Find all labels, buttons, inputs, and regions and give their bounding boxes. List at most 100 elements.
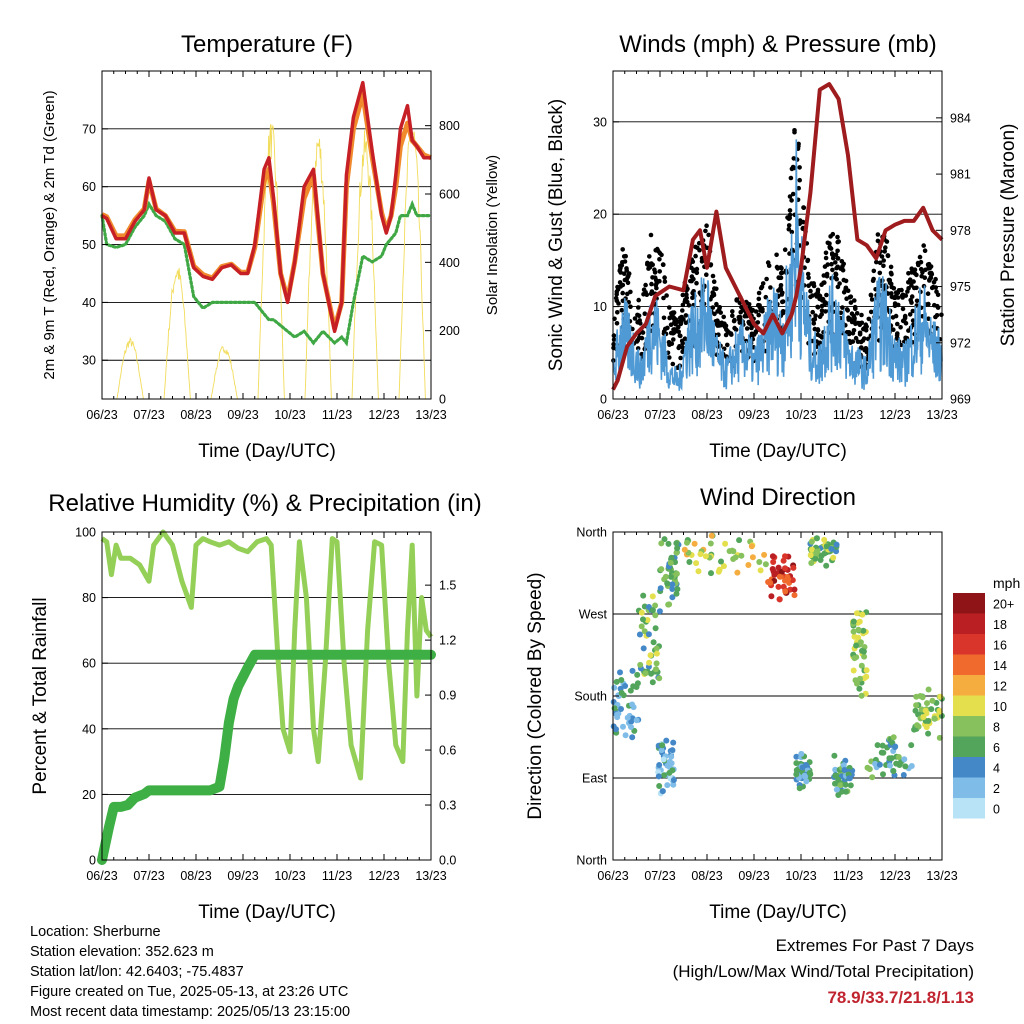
gust-point: [787, 251, 792, 256]
gust-point: [619, 307, 625, 313]
y2-tick-label: 0: [439, 393, 446, 407]
gust-point: [824, 292, 829, 298]
x-tick-label: 12/23: [368, 408, 399, 422]
precip-line: [97, 649, 436, 865]
direction-point: [925, 686, 932, 693]
gust-point: [846, 317, 851, 322]
direction-point: [841, 767, 848, 773]
direction-point: [636, 631, 643, 638]
gust-point: [895, 331, 900, 336]
gust-point: [838, 310, 844, 316]
direction-point: [893, 760, 900, 767]
direction-point: [652, 602, 659, 609]
gust-point: [636, 297, 641, 303]
gust-point: [628, 304, 633, 310]
gust-point: [914, 285, 919, 291]
wind-speed-line: [612, 139, 943, 391]
gust-point: [626, 273, 631, 279]
gust-point: [860, 338, 866, 343]
gust-point: [649, 289, 655, 294]
gust-point: [789, 198, 794, 203]
y2-tick-label: 969: [950, 393, 971, 407]
solar-ylabel: Solar Insolation (Yellow): [484, 155, 501, 315]
y-tick-label: 40: [82, 296, 96, 310]
direction-point: [669, 767, 676, 774]
gust-point: [811, 321, 817, 326]
gust-point: [837, 281, 842, 286]
gust-point: [676, 324, 681, 330]
gust-point: [714, 301, 719, 307]
gust-point: [746, 302, 752, 307]
direction-point: [638, 609, 645, 616]
direction-point: [722, 540, 729, 547]
y-tick-label: 80: [82, 591, 96, 605]
gust-point: [689, 278, 694, 284]
direction-point: [769, 553, 776, 560]
gust-point: [625, 291, 630, 297]
direction-point: [833, 541, 840, 548]
gust-point: [768, 285, 773, 290]
direction-point: [847, 782, 854, 789]
rh-line: [100, 529, 434, 781]
gust-point: [694, 266, 700, 272]
gust-point: [819, 312, 824, 317]
x-tick-label: 13/23: [415, 869, 446, 883]
x-tick-label: 07/23: [644, 869, 675, 883]
gust-point: [921, 243, 926, 248]
x-tick-label: 08/23: [180, 408, 211, 422]
direction-point: [664, 782, 671, 789]
gust-point: [661, 295, 666, 301]
wind-xlabel: Time (Day/UTC): [709, 441, 847, 462]
gust-point: [718, 322, 724, 328]
direction-point: [852, 677, 859, 684]
direction-point: [749, 554, 756, 561]
x-tick-label: 13/23: [926, 408, 957, 422]
direction-point: [638, 623, 645, 630]
direction-point: [624, 714, 631, 721]
direction-point: [835, 776, 842, 783]
gust-point: [667, 305, 672, 310]
x-tick-label: 13/23: [415, 408, 446, 422]
direction-point: [667, 559, 674, 566]
gust-point: [853, 306, 858, 312]
temperature-panel: Temperature (F) 06/23 07/23 08/23 09/23 10/2…: [41, 31, 501, 462]
direction-point: [901, 756, 908, 763]
gust-point: [930, 284, 936, 290]
direction-point: [669, 586, 676, 592]
gust-point: [734, 297, 739, 302]
direction-point: [653, 645, 660, 652]
direction-point: [658, 540, 665, 547]
extremes-subheading: (High/Low/Max Wind/Total Precipitation): [672, 962, 974, 981]
gust-point: [850, 339, 856, 344]
direction-point: [661, 772, 668, 779]
gust-point: [730, 313, 735, 319]
colorbar-tick-label: 20+: [993, 597, 1014, 611]
direction-point: [860, 627, 867, 634]
direction-point: [855, 626, 862, 633]
direction-point: [720, 563, 727, 570]
gust-point: [811, 317, 816, 323]
solar-day-2: [210, 346, 238, 400]
direction-point: [925, 718, 932, 724]
direction-point: [674, 586, 681, 593]
gust-point: [677, 315, 683, 321]
gust-point: [721, 314, 726, 320]
gust-point: [813, 313, 818, 319]
wind-ticks: 06/23 07/23 08/23 09/23 10/23 11/23 12/23 13/23…: [593, 71, 971, 422]
gust-point: [868, 292, 874, 298]
gust-point: [643, 282, 648, 288]
x-tick-label: 11/23: [322, 408, 352, 422]
colorbar-swatch: [953, 716, 985, 737]
gust-point: [815, 304, 820, 310]
gust-point: [647, 264, 653, 270]
direction-point: [856, 618, 863, 625]
direction-point: [614, 711, 621, 718]
gust-point: [808, 288, 813, 294]
direction-point: [874, 742, 881, 749]
direction-point: [674, 545, 681, 552]
gust-point: [839, 259, 845, 264]
solar-day-1: [163, 267, 191, 400]
direction-point: [645, 631, 652, 638]
gust-point: [661, 315, 667, 321]
